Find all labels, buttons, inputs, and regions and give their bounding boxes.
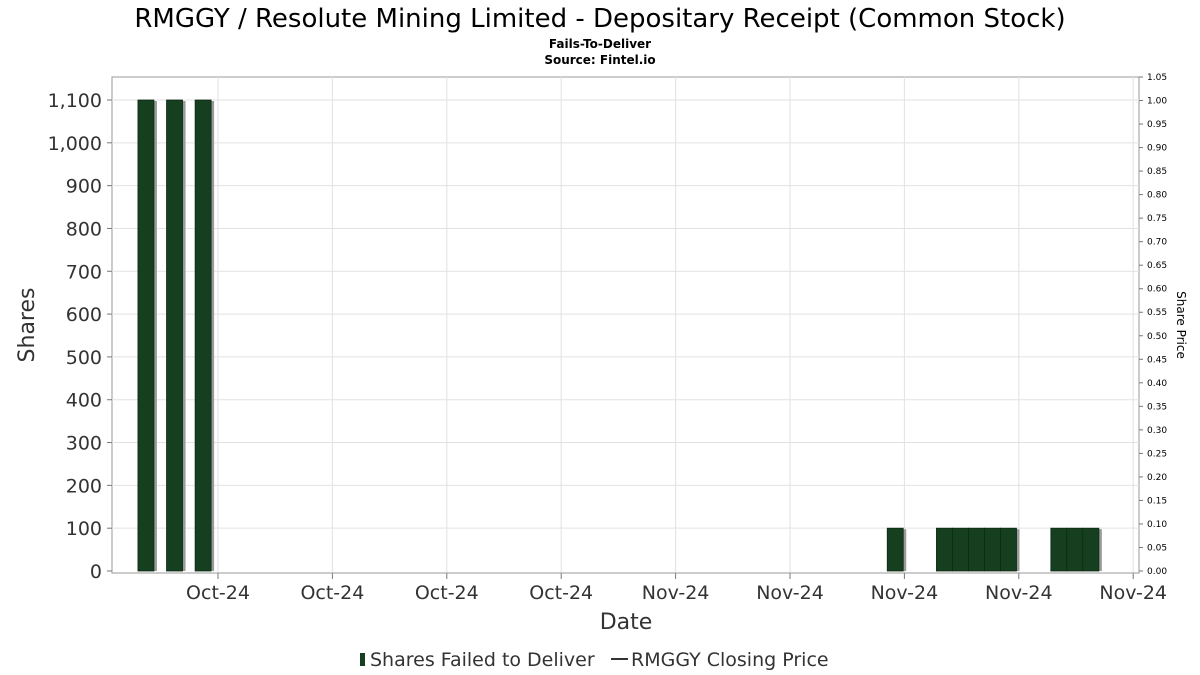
fails-bar xyxy=(1000,527,1017,572)
y2-axis-title: Share Price xyxy=(1174,291,1188,359)
fails-bar xyxy=(194,99,212,572)
y2-tick-label: 0.65 xyxy=(1147,261,1167,271)
fails-bar xyxy=(968,527,985,572)
y2-axis: 0.00 0.05 0.10 0.15 0.20 0.25 0.30 0.35 0.40 0.45… xyxy=(1139,73,1167,577)
legend-bar-swatch xyxy=(360,653,365,666)
y2-tick-label: 0.00 xyxy=(1147,567,1167,577)
y-tick-label: 100 xyxy=(66,518,102,540)
y2-tick-label: 0.75 xyxy=(1147,214,1167,224)
y-axis-title: Shares xyxy=(15,288,40,363)
y2-tick-label: 0.80 xyxy=(1147,191,1167,201)
y2-tick-label: 0.05 xyxy=(1147,543,1167,553)
plot-area xyxy=(111,76,1140,574)
y2-tick-label: 0.85 xyxy=(1147,167,1167,177)
fails-bar xyxy=(166,99,183,572)
y2-tick-label: 0.90 xyxy=(1147,144,1167,154)
fails-bar xyxy=(936,527,953,572)
chart-title: RMGGY / Resolute Mining Limited - Deposi… xyxy=(134,4,1065,34)
y-tick-label: 600 xyxy=(66,304,102,326)
y2-tick-label: 0.20 xyxy=(1147,473,1167,483)
y-tick-label: 500 xyxy=(66,347,102,369)
fails-bar xyxy=(1066,527,1084,572)
y2-tick-label: 1.00 xyxy=(1147,97,1167,107)
x-axis: Oct-24 Oct-24 Oct-24 Oct-24 Nov-24 Nov-24 Nov-… xyxy=(112,572,1167,604)
y2-tick-label: 0.30 xyxy=(1147,426,1167,436)
y-tick-label: 300 xyxy=(66,433,102,455)
x-tick-label: Nov-24 xyxy=(985,582,1053,604)
y2-tick-label: 0.95 xyxy=(1147,120,1167,130)
x-tick-label: Oct-24 xyxy=(186,582,250,604)
fails-bar xyxy=(1050,527,1068,572)
y-tick-label: 800 xyxy=(66,218,102,240)
y2-tick-label: 0.40 xyxy=(1147,379,1167,389)
y-axis: 0 100 200 300 400 500 600 700 800 900 1,000 1,100 xyxy=(48,90,112,583)
y2-tick-label: 1.05 xyxy=(1147,73,1167,83)
y2-tick-label: 0.25 xyxy=(1147,449,1167,459)
x-tick-label: Nov-24 xyxy=(1099,582,1167,604)
y2-tick-label: 0.50 xyxy=(1147,332,1167,342)
x-tick-label: Oct-24 xyxy=(300,582,364,604)
y2-tick-label: 0.15 xyxy=(1147,496,1167,506)
y2-tick-label: 0.45 xyxy=(1147,355,1167,365)
y-tick-label: 900 xyxy=(66,176,102,198)
y-tick-label: 200 xyxy=(66,475,102,497)
chart-subtitle: Fails-To-Deliver xyxy=(549,37,651,51)
y2-tick-label: 0.10 xyxy=(1147,520,1167,530)
y2-tick-label: 0.35 xyxy=(1147,402,1167,412)
chart-source: Source: Fintel.io xyxy=(544,53,655,67)
y-tick-label: 400 xyxy=(66,390,102,412)
y2-tick-label: 0.70 xyxy=(1147,238,1167,248)
bar-layer xyxy=(137,99,1102,572)
x-axis-title: Date xyxy=(600,610,653,635)
y2-tick-label: 0.55 xyxy=(1147,308,1167,318)
x-tick-label: Nov-24 xyxy=(756,582,824,604)
fails-bar xyxy=(952,527,969,572)
y-tick-label: 1,000 xyxy=(48,133,102,155)
y-tick-label: 1,100 xyxy=(48,90,102,112)
fails-bar xyxy=(137,99,155,572)
legend-label-price: RMGGY Closing Price xyxy=(631,649,829,671)
fails-bar xyxy=(1082,527,1100,572)
y-tick-label: 700 xyxy=(66,261,102,283)
legend: Shares Failed to Deliver RMGGY Closing P… xyxy=(360,649,829,671)
x-tick-label: Oct-24 xyxy=(529,582,593,604)
y-tick-label: 0 xyxy=(90,561,102,583)
fails-bar xyxy=(984,527,1001,572)
fails-bar xyxy=(886,527,904,572)
y2-tick-label: 0.60 xyxy=(1147,285,1167,295)
legend-label-shares: Shares Failed to Deliver xyxy=(370,649,595,671)
x-tick-label: Oct-24 xyxy=(415,582,479,604)
x-tick-label: Nov-24 xyxy=(871,582,939,604)
grid-layer xyxy=(112,77,1139,573)
x-tick-label: Nov-24 xyxy=(642,582,710,604)
